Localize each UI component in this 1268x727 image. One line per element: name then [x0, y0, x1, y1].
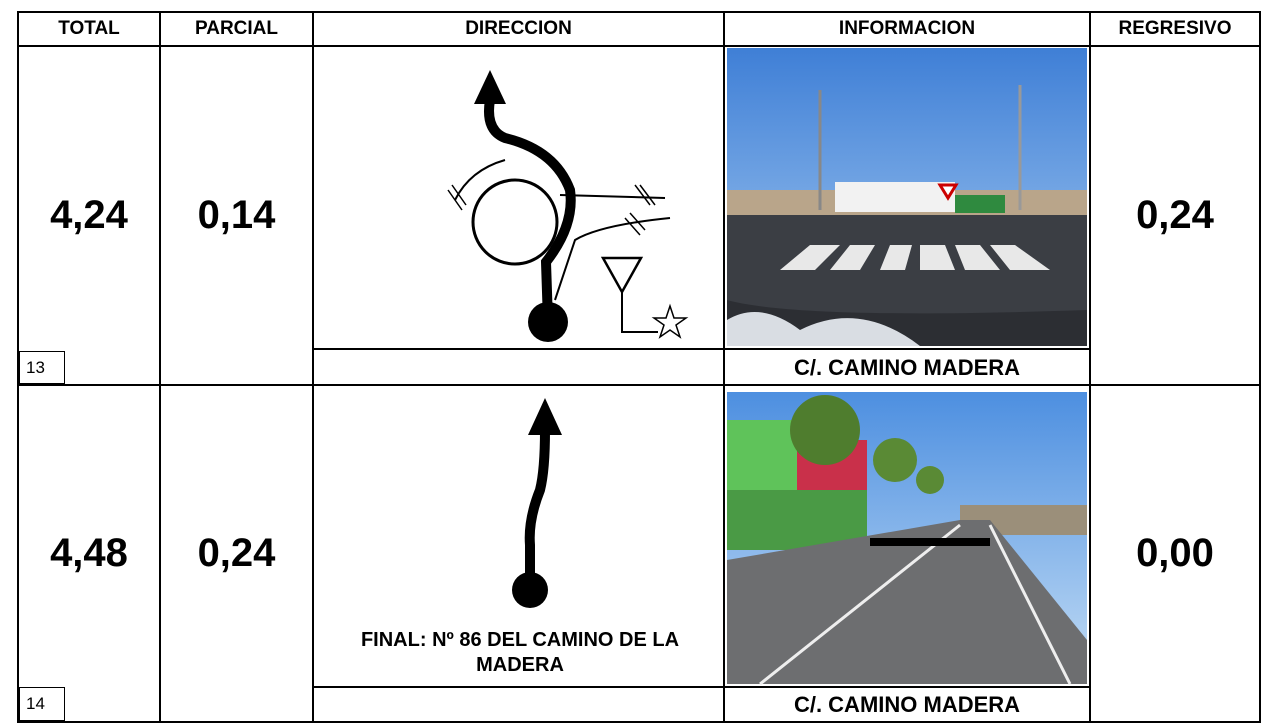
step-number: 13 — [19, 351, 65, 384]
direction-note: FINAL: Nº 86 DEL CAMINO DE LA MADERA — [360, 629, 680, 676]
regressive-value: 0,00 — [1136, 531, 1214, 575]
roundabout-diagram — [447, 70, 689, 342]
photo-roundabout — [727, 48, 1087, 346]
header-cell: INFORMACION — [838, 18, 976, 39]
total-value: 4,24 — [50, 193, 128, 237]
partial-value: 0,14 — [197, 193, 276, 237]
header-cell: PARCIAL — [194, 18, 279, 39]
header-cell: DIRECCION — [465, 18, 572, 39]
straight-diagram — [512, 398, 562, 608]
photo-street — [727, 392, 1087, 686]
table-borders — [17, 11, 1261, 723]
step-number: 14 — [19, 687, 65, 721]
street-caption: C/. CAMINO MADERA — [793, 692, 1021, 717]
street-caption: C/. CAMINO MADERA — [793, 354, 1021, 380]
total-value: 4,48 — [50, 531, 128, 575]
regressive-value: 0,24 — [1136, 193, 1214, 237]
partial-value: 0,24 — [197, 531, 276, 575]
header-cell: TOTAL — [58, 18, 120, 39]
header-cell: REGRESIVO — [1118, 18, 1232, 39]
